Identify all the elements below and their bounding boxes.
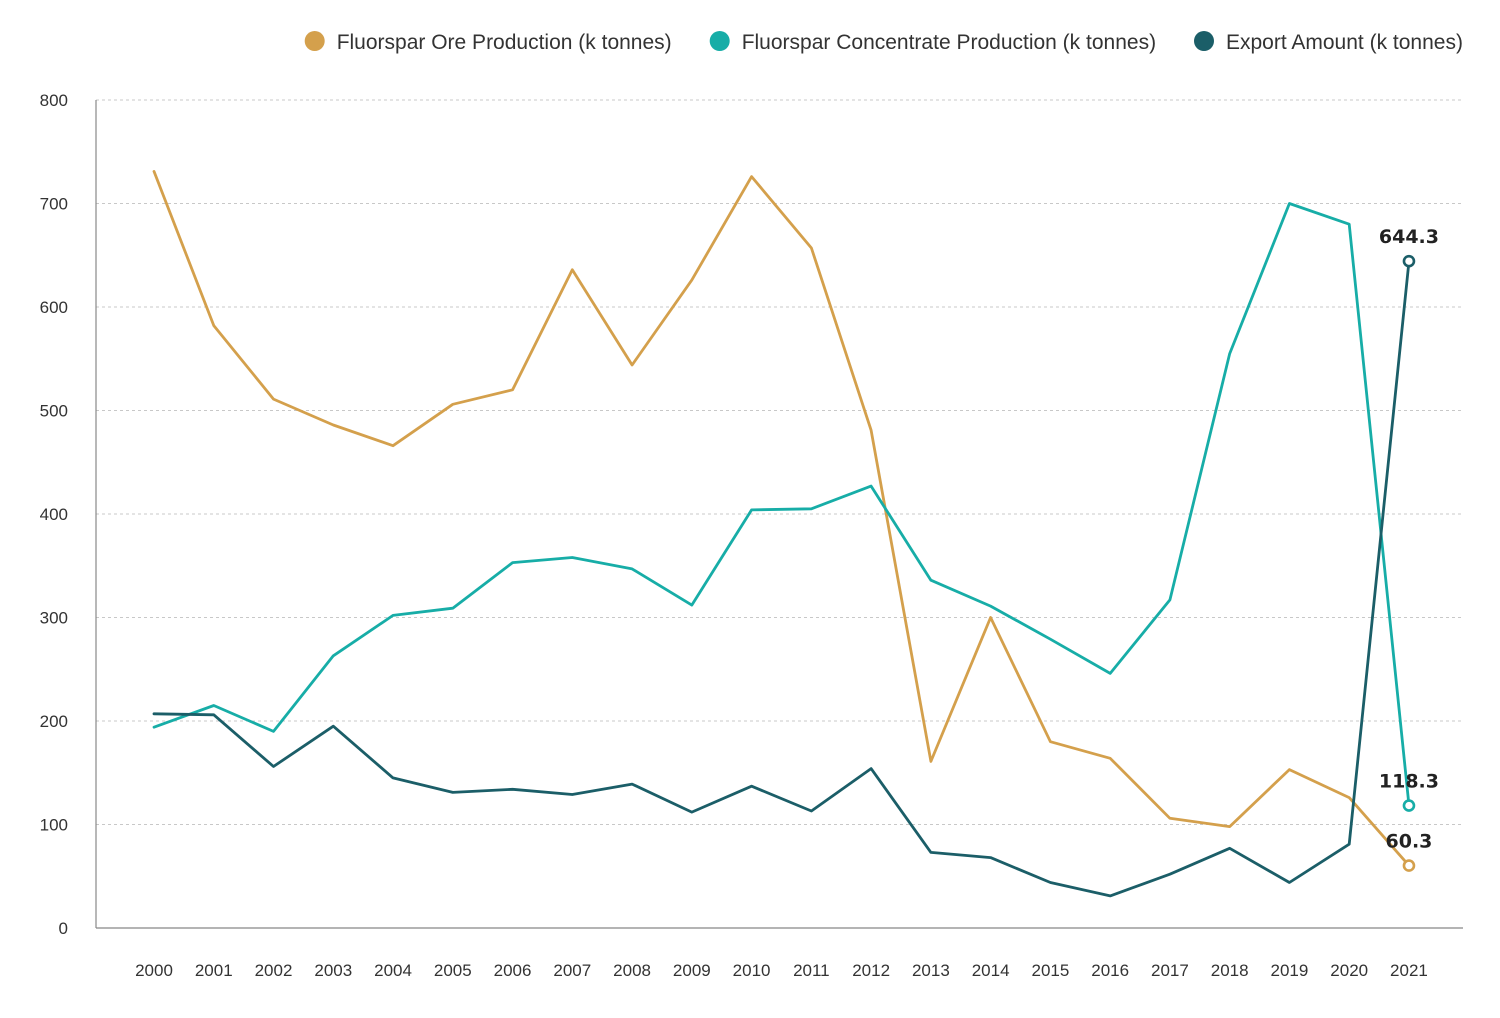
x-tick-label: 2008 <box>613 961 651 980</box>
legend-marker <box>709 31 730 51</box>
y-tick-label: 0 <box>59 919 68 938</box>
x-tick-label: 2019 <box>1271 961 1309 980</box>
data-label: 644.3 <box>1379 226 1439 248</box>
axes <box>95 100 1463 929</box>
x-tick-label: 2010 <box>733 961 771 980</box>
legend-marker <box>1194 31 1214 51</box>
x-tick-label: 2021 <box>1390 961 1428 980</box>
x-tick-label: 2016 <box>1091 961 1129 980</box>
legend-label: Fluorspar Ore Production (k tonnes) <box>337 31 672 54</box>
x-tick-label: 2005 <box>434 961 472 980</box>
end-point-marker <box>1402 859 1416 872</box>
x-tick-labels: 2000 2001 2002 2003 2004 2005 2006 2007 2008 2009… <box>135 961 1428 980</box>
x-tick-label: 2001 <box>195 961 233 980</box>
legend-marker <box>304 31 325 51</box>
legend-label: Fluorspar Concentrate Production (k tonn… <box>742 31 1156 54</box>
data-label: 118.3 <box>1379 771 1439 793</box>
y-tick-labels: 0 100 200 300 400 500 600 700 800 <box>40 91 68 938</box>
x-tick-label: 2002 <box>255 961 293 980</box>
data-labels: 60.3 118.3 644.3 <box>1379 226 1439 852</box>
x-tick-label: 2013 <box>912 961 950 980</box>
y-tick-label: 200 <box>40 712 68 731</box>
y-tick-label: 600 <box>40 298 68 317</box>
y-tick-label: 100 <box>40 816 68 835</box>
end-point-marker <box>1402 799 1416 812</box>
series-line <box>152 202 1411 807</box>
y-tick-label: 400 <box>40 505 68 524</box>
legend-label: Export Amount (k tonnes) <box>1226 31 1463 54</box>
x-tick-label: 2020 <box>1330 961 1368 980</box>
x-tick-label: 2004 <box>374 961 412 980</box>
x-tick-label: 2007 <box>553 961 591 980</box>
series-line <box>152 259 1411 898</box>
y-tick-label: 500 <box>40 402 68 421</box>
x-tick-label: 2000 <box>135 961 173 980</box>
y-tick-label: 300 <box>40 609 68 628</box>
y-tick-label: 700 <box>40 195 68 214</box>
x-tick-label: 2003 <box>314 961 352 980</box>
data-label: 60.3 <box>1386 831 1433 853</box>
x-tick-label: 2011 <box>793 961 830 980</box>
x-tick-label: 2006 <box>494 961 532 980</box>
x-tick-label: 2014 <box>972 961 1010 980</box>
y-tick-label: 800 <box>40 91 68 110</box>
x-tick-label: 2017 <box>1151 961 1189 980</box>
x-tick-label: 2018 <box>1211 961 1249 980</box>
x-tick-label: 2012 <box>852 961 890 980</box>
legend: Export Amount (k tonnes) Fluorspar Concen… <box>304 31 1463 54</box>
end-point-marker <box>1402 254 1416 268</box>
series-lines <box>152 169 1416 898</box>
series-line <box>152 169 1411 867</box>
x-tick-label: 2015 <box>1031 961 1069 980</box>
x-tick-label: 2009 <box>673 961 711 980</box>
